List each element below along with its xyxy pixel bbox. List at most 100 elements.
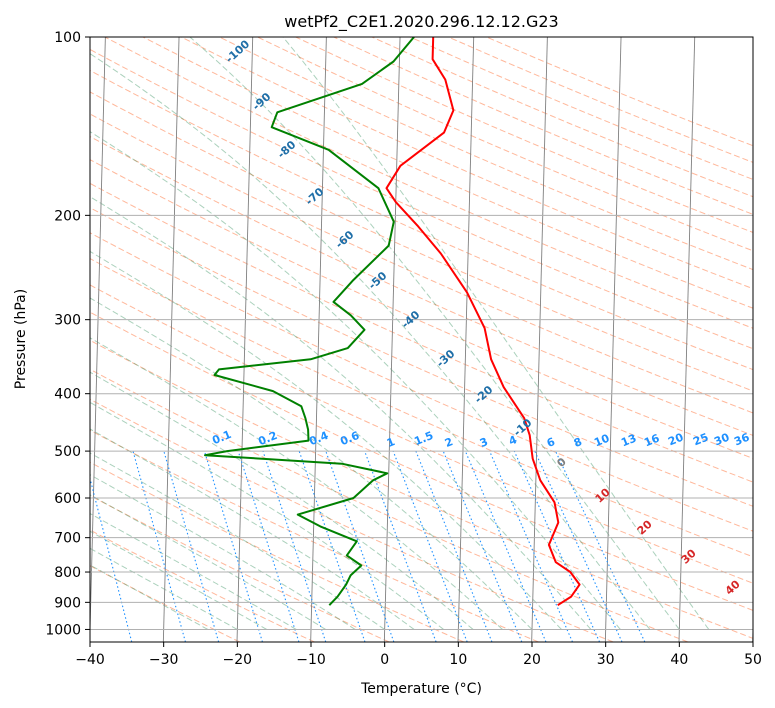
mixing-ratio-label: 6: [545, 435, 557, 450]
mixing-ratio-line: [464, 450, 547, 642]
dry-adiabat: [90, 113, 753, 414]
dry-adiabat: [333, 37, 753, 215]
x-tick-label: 0: [380, 652, 389, 668]
mixing-ratio-label: 1: [385, 435, 397, 450]
mixing-ratio-line: [415, 450, 493, 642]
y-tick-label: 200: [54, 208, 81, 224]
isotherm: [383, 37, 401, 642]
mixing-ratio-line: [513, 450, 601, 642]
moist-adiabat: [90, 371, 474, 630]
mixing-ratio-label: 20: [666, 431, 685, 449]
pressure-gridlines: [90, 37, 753, 630]
isotherm: [531, 37, 548, 642]
x-tick-label: 20: [523, 652, 541, 668]
x-axis-ticks: −40 −30 −20 −10 0 10 20 30 40 50: [75, 642, 762, 668]
mixing-ratio-line: [489, 450, 573, 642]
dry-adiabat: [90, 311, 753, 611]
y-axis-label: Pressure (hPa): [13, 289, 29, 389]
mixing-ratio-label: 2: [443, 435, 455, 450]
mixing-ratio-label: 13: [619, 432, 638, 450]
x-tick-label: 50: [744, 652, 762, 668]
moist-adiabat: [90, 452, 385, 630]
dry-adiabat: [90, 368, 689, 642]
isotherm-label: -70: [303, 185, 327, 208]
mixing-ratio-line: [392, 450, 468, 642]
dry-adiabat: [90, 257, 753, 558]
dry-adiabat: [90, 339, 753, 639]
dry-adiabat: [90, 565, 240, 642]
x-tick-label: −30: [149, 652, 179, 668]
mixing-ratio-line: [325, 450, 395, 642]
mixing-ratio-label: 25: [691, 431, 710, 449]
dry-adiabat: [90, 494, 390, 642]
isotherm-label: 20: [635, 517, 655, 537]
moist-adiabat: [282, 37, 710, 630]
moist-adiabat: [90, 297, 533, 630]
line-labels: 0.1 0.2 0.4 0.6 1 1.5 2 3 4 6 8 10 13 16 20 25 30 36-100-…: [210, 37, 751, 597]
mixing-ratio-label: 30: [712, 431, 731, 449]
dry-adiabat: [90, 429, 539, 642]
y-tick-label: 700: [54, 531, 81, 547]
isotherm-label: -40: [399, 308, 423, 331]
x-tick-label: 30: [597, 652, 615, 668]
mixing-ratio-label: 1.5: [412, 429, 435, 448]
dry-adiabat: [486, 37, 753, 147]
profiles: [204, 37, 581, 607]
moist-adiabat: [90, 337, 503, 630]
moist-adiabat: [189, 37, 680, 630]
isotherm-label: 10: [593, 485, 613, 505]
mixing-ratio-label: 0.4: [307, 429, 330, 448]
mixing-ratio-line: [442, 450, 523, 642]
dry-adiabat: [90, 159, 753, 459]
mixing-ratio-line: [90, 476, 133, 642]
moist-adiabat: [90, 53, 651, 630]
dry-adiabat: [448, 37, 753, 163]
moist-adiabat: [90, 131, 621, 630]
mixing-ratio-label: 10: [592, 432, 611, 450]
isotherm-label: -20: [472, 383, 496, 406]
mixing-ratio-label: 36: [732, 431, 751, 449]
moist-adiabat: [90, 196, 592, 630]
mixing-ratio-line: [262, 450, 327, 642]
dry-adiabat: [409, 37, 753, 180]
mixing-ratio-line: [132, 450, 186, 642]
isotherm: [310, 37, 327, 642]
dry-adiabat: [142, 37, 753, 309]
isotherm: [678, 37, 696, 642]
dry-adiabat: [90, 461, 465, 642]
moist-adiabat: [90, 401, 444, 630]
y-tick-label: 1000: [45, 622, 81, 638]
x-tick-label: −40: [75, 652, 105, 668]
y-tick-label: 300: [54, 313, 81, 329]
mixing-ratio-label: 0.1: [210, 428, 233, 447]
moist-adiabat: [90, 530, 268, 630]
y-tick-label: 400: [54, 387, 81, 403]
background-lines: [90, 37, 753, 642]
moist-adiabat: [90, 250, 562, 630]
x-tick-label: −10: [296, 652, 326, 668]
moist-adiabat: [90, 494, 326, 630]
isotherm-label: -60: [333, 228, 357, 251]
mixing-ratio-label: 16: [642, 432, 661, 450]
plot-frame: [89, 36, 754, 643]
mixing-ratio-line: [555, 450, 646, 642]
y-tick-label: 500: [54, 444, 81, 460]
x-tick-label: −20: [223, 652, 253, 668]
x-tick-label: 40: [670, 652, 688, 668]
isotherm: [162, 37, 180, 642]
isotherm: [90, 37, 106, 642]
isotherm-label: -80: [275, 138, 299, 161]
moist-adiabat: [90, 512, 297, 630]
x-axis-label: Temperature (°C): [360, 681, 482, 697]
chart-title: wetPf2_C2E1.2020.296.12.12.G23: [284, 12, 558, 32]
dewpoint-profile: [204, 37, 415, 606]
dry-adiabat: [90, 398, 614, 642]
mixing-ratio-line: [534, 450, 623, 642]
y-tick-label: 100: [54, 30, 81, 46]
isotherm: [604, 37, 622, 642]
moist-adiabat: [90, 547, 238, 630]
isotherm-label: -90: [250, 90, 274, 113]
dry-adiabat: [90, 232, 753, 532]
